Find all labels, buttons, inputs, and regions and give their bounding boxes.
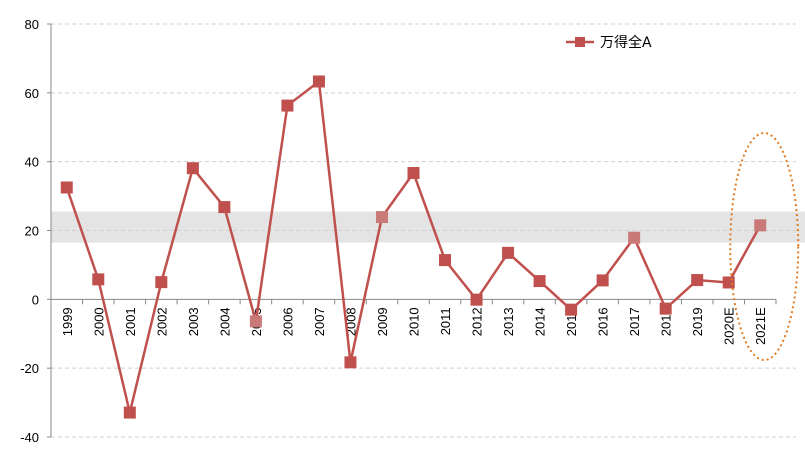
data-point xyxy=(533,275,546,288)
x-tick-label: 2006 xyxy=(280,307,295,336)
data-point xyxy=(439,254,452,267)
y-tick-label: -40 xyxy=(20,430,39,445)
x-tick-label: 2012 xyxy=(470,307,485,336)
x-tick-label: 2009 xyxy=(375,307,390,336)
data-point xyxy=(218,201,231,214)
legend-marker-swatch xyxy=(575,37,585,47)
x-tick-label: 2017 xyxy=(627,307,642,336)
legend: 万得全A xyxy=(566,34,652,51)
highlight-ellipse xyxy=(729,132,800,361)
x-tick-label: 2002 xyxy=(154,307,169,336)
data-point xyxy=(659,302,672,315)
x-tick-label: 2013 xyxy=(501,307,516,336)
data-point xyxy=(754,219,767,232)
x-tick-label: 2001 xyxy=(123,307,138,336)
highlight-ellipse-layer xyxy=(729,132,800,361)
x-tick-label: 2019 xyxy=(690,307,705,336)
x-tick-label: 2021E xyxy=(753,307,768,345)
data-point xyxy=(344,356,357,369)
x-tick-label: 2016 xyxy=(596,307,611,336)
grid-layer xyxy=(51,23,796,438)
y-tick-label: -20 xyxy=(20,361,39,376)
x-tick-label: 2003 xyxy=(186,307,201,336)
y-tick-label: 60 xyxy=(25,86,39,101)
data-point xyxy=(186,162,199,175)
data-point xyxy=(470,293,483,306)
series-line xyxy=(65,80,762,414)
x-tick-label: 2010 xyxy=(407,307,422,336)
y-tick-label: 20 xyxy=(25,224,39,239)
data-point xyxy=(60,181,73,194)
data-point xyxy=(691,274,704,287)
data-point xyxy=(375,211,388,224)
data-point xyxy=(92,273,105,286)
data-point xyxy=(628,231,641,244)
data-point xyxy=(249,315,262,328)
x-tick-label: 2000 xyxy=(91,307,106,336)
x-tick-label: 2014 xyxy=(533,307,548,336)
legend-label: 万得全A xyxy=(600,34,652,51)
data-point xyxy=(407,167,420,180)
data-point xyxy=(596,274,609,287)
y-axis: -40 -20 0 20 40 60 80 xyxy=(20,17,52,445)
x-tick-label: 1999 xyxy=(60,307,75,336)
y-tick-label: 80 xyxy=(25,17,39,32)
y-tick-label: 40 xyxy=(25,155,39,170)
data-point xyxy=(565,303,578,316)
x-tick-label: 2007 xyxy=(312,307,327,336)
y-tick-label: 0 xyxy=(32,292,39,307)
data-point xyxy=(123,406,136,419)
data-point xyxy=(722,276,735,289)
data-point xyxy=(281,99,294,112)
x-tick-label: 2011 xyxy=(438,307,453,335)
data-point xyxy=(155,276,168,289)
data-point xyxy=(312,75,325,88)
x-tick-label: 2020E xyxy=(722,307,737,345)
series-layer xyxy=(60,75,767,419)
data-point xyxy=(502,246,515,259)
x-tick-label: 2004 xyxy=(217,307,232,336)
